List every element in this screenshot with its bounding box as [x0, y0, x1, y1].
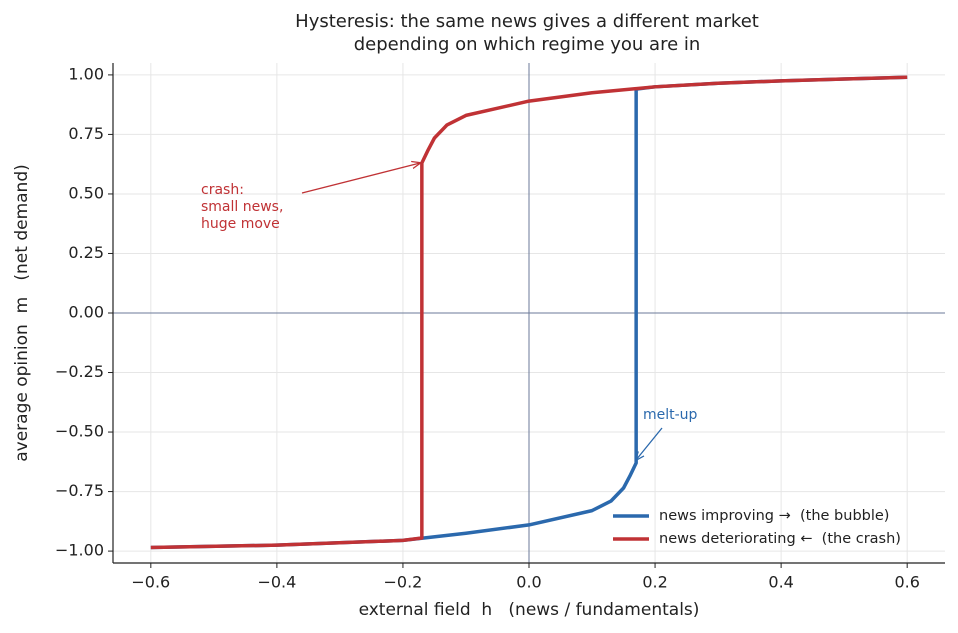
- x-tick-label: −0.2: [384, 573, 423, 592]
- annotation-text: small news,: [201, 199, 283, 215]
- x-axis-label: external field h (news / fundamentals): [359, 600, 700, 620]
- y-axis-label: average opinion m (net demand): [12, 164, 32, 462]
- legend-label: news improving → (the bubble): [659, 508, 889, 524]
- chart-title: depending on which regime you are in: [354, 34, 701, 55]
- y-tick-label: −1.00: [55, 541, 104, 560]
- y-tick-label: 0.00: [68, 303, 104, 322]
- y-tick-label: 1.00: [68, 64, 104, 83]
- annotation-arrow: [636, 427, 663, 460]
- y-tick-label: −0.75: [55, 481, 104, 500]
- y-tick-label: −0.50: [55, 422, 104, 441]
- x-tick-label: 0.6: [894, 573, 919, 592]
- annotation-text: crash:: [201, 182, 244, 198]
- x-tick-label: 0.0: [516, 573, 541, 592]
- series-line: [150, 75, 908, 550]
- annotation-text: huge move: [201, 216, 280, 232]
- x-tick-label: −0.4: [257, 573, 296, 592]
- y-tick-label: 0.25: [68, 243, 104, 262]
- legend-label: news deteriorating ← (the crash): [659, 531, 901, 547]
- annotation-arrow: [301, 163, 420, 194]
- x-tick-label: 0.2: [642, 573, 667, 592]
- chart-title: Hysteresis: the same news gives a differ…: [295, 11, 759, 32]
- x-tick-label: 0.4: [768, 573, 793, 592]
- y-tick-label: 0.75: [68, 124, 104, 143]
- x-tick-label: −0.6: [131, 573, 170, 592]
- y-tick-label: −0.25: [55, 362, 104, 381]
- y-tick-label: 0.50: [68, 183, 104, 202]
- annotation-text: melt-up: [643, 407, 698, 423]
